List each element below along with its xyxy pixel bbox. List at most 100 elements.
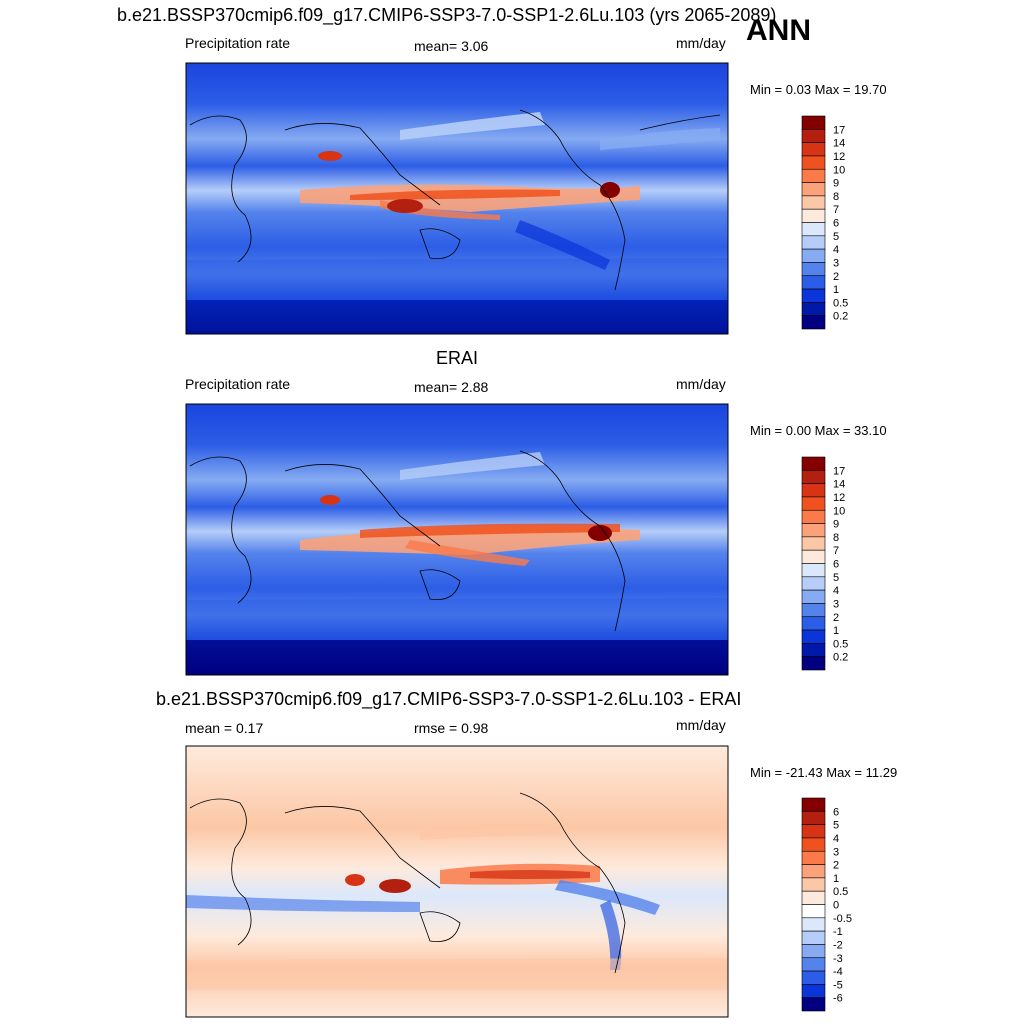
colorbar-tick-label: 5 [833,231,839,243]
colorbar-tick-label: 6 [833,218,839,230]
colorbar-tick-label: 0.2 [833,652,848,664]
colorbar-swatch [801,890,826,905]
colorbar-tick-label: 1 [833,873,839,885]
colorbar-swatch [801,168,826,183]
colorbar-tick-label: 10 [833,505,845,517]
panel1-map [185,62,729,335]
colorbar-tick-label: 5 [833,820,839,832]
colorbar-tick-label: -4 [833,966,843,978]
colorbar-tick-label: 0.5 [833,886,848,898]
colorbar-swatch [801,656,826,671]
panel2-title: ERAI [436,348,479,368]
colorbar-swatch [801,275,826,290]
colorbar-swatch [801,997,826,1012]
colorbar-swatch [801,302,826,316]
colorbars: 171412109876543210.50.217141210987654321… [801,115,852,1012]
colorbar-swatch [801,930,826,945]
colorbar-swatch [801,142,826,157]
panel3-mean-label: mean = 0.17 [185,720,264,736]
colorbar-swatch [801,877,826,892]
colorbar-panel3: 6 543 210.5 0-0.5-1-2 -3-4-5 -6 [801,797,852,1012]
colorbar-swatch [801,483,826,498]
colorbar-tick-label: 4 [833,585,839,597]
colorbar-swatch [801,315,826,330]
colorbar-tick-label: 6 [833,559,839,571]
colorbar-swatch [801,917,826,932]
colorbar-tick-label: 2 [833,860,839,872]
colorbar-swatch [801,195,826,210]
colorbar-tick-label: 7 [833,545,839,557]
colorbar-swatch [801,456,826,471]
colorbar-swatch [801,563,826,578]
colorbar-tick-label: 14 [833,138,845,150]
colorbar-swatch [801,629,826,644]
panel3-minmax-label: Min = -21.43 Max = 11.29 [750,765,898,780]
colorbar-tick-label: 10 [833,164,845,176]
colorbar-swatch [801,837,826,852]
colorbar-tick-label: -2 [833,939,843,951]
colorbar-swatch [801,811,826,825]
panel3-title: b.e21.BSSP370cmip6.f09_g17.CMIP6-SSP3-7.… [156,689,742,709]
colorbar-swatch [801,155,826,170]
colorbar-tick-label: 9 [833,519,839,531]
colorbar-tick-label: 0 [833,900,839,912]
colorbar-swatch [801,523,826,538]
colorbar-tick-label: 12 [833,492,845,504]
panel2-map [185,403,729,676]
colorbar-swatch [801,643,826,657]
colorbar-swatch [801,182,826,197]
colorbar-swatch [801,288,826,303]
colorbar-swatch [801,616,826,631]
panel3-map [185,745,729,1018]
colorbar-swatch [801,944,826,959]
panel2-mean-label: mean= 2.88 [414,379,489,395]
colorbar-tick-label: 3 [833,257,839,269]
colorbar-swatch [801,222,826,237]
colorbar-tick-label: 2 [833,612,839,624]
panel1-mean-label: mean= 3.06 [414,38,489,54]
colorbar-tick-label: -5 [833,979,843,991]
colorbar-tick-label: -1 [833,926,843,938]
colorbar-swatch [801,864,826,879]
panel1-variable-label: Precipitation rate [185,35,291,51]
colorbar-swatch [801,509,826,524]
colorbar-swatch [801,470,826,484]
colorbar-tick-label: 7 [833,204,839,216]
colorbar-tick-label: 3 [833,846,839,858]
panel1-units-label: mm/day [676,35,726,51]
colorbar-tick-label: 8 [833,532,839,544]
colorbar-swatch [801,496,826,511]
colorbar-tick-label: 1 [833,625,839,637]
colorbar-tick-label: 14 [833,479,845,491]
panel3-rmse-label: rmse = 0.98 [414,720,489,736]
colorbar-swatch [801,984,826,998]
panel2-minmax-label: Min = 0.00 Max = 33.10 [750,423,887,438]
panel1-minmax-label: Min = 0.03 Max = 19.70 [750,82,887,97]
colorbar-swatch [801,208,826,223]
colorbar-tick-label: -0.5 [833,913,852,925]
colorbar-swatch [801,603,826,618]
colorbar-tick-label: 4 [833,244,839,256]
panel3-units-label: mm/day [676,717,726,733]
colorbar-swatch [801,129,826,143]
panel1-title: b.e21.BSSP370cmip6.f09_g17.CMIP6-SSP3-7.… [117,5,777,25]
colorbar-tick-label: 2 [833,271,839,283]
colorbar-swatch [801,850,826,865]
colorbar-tick-label: 5 [833,572,839,584]
colorbar-swatch [801,904,826,919]
colorbar-swatch [801,115,826,130]
colorbar-swatch [801,797,826,812]
colorbar-swatch [801,549,826,564]
colorbar-swatch [801,235,826,250]
colorbar-swatch [801,248,826,263]
panel2-variable-label: Precipitation rate [185,376,291,392]
colorbar-swatch [801,536,826,551]
colorbar-tick-label: 0.5 [833,297,848,309]
colorbar-tick-label: 0.5 [833,638,848,650]
colorbar-tick-label: 0.2 [833,311,848,323]
colorbar-swatch [801,262,826,277]
colorbar-swatch [801,589,826,604]
